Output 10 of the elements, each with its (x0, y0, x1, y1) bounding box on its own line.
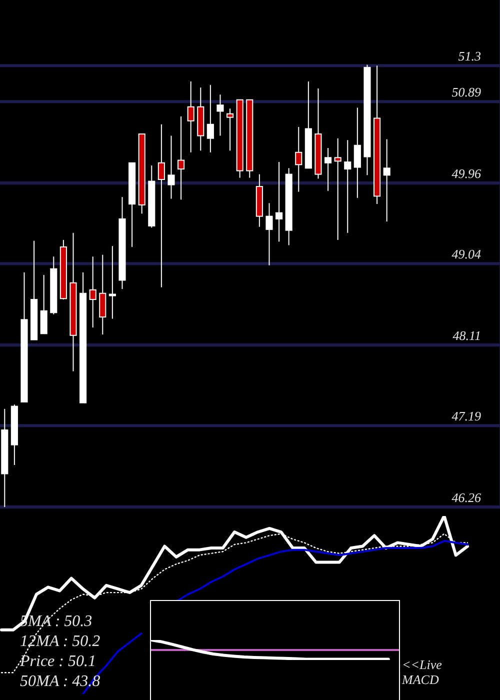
y-tick-label: 49.96 (452, 166, 482, 182)
annotation: <<Live MACD (402, 657, 443, 687)
annotation: Price : 50.1 (20, 652, 96, 672)
annotation: 12MA : 50.2 (20, 632, 100, 652)
y-tick-label: 51.3 (458, 48, 482, 64)
y-tick-label: 47.19 (452, 408, 482, 424)
y-tick-label: 50.89 (452, 84, 482, 100)
y-tick-label: 48.11 (452, 328, 481, 344)
y-tick-label: 49.04 (452, 246, 482, 262)
y-tick-label: 46.26 (452, 490, 482, 505)
